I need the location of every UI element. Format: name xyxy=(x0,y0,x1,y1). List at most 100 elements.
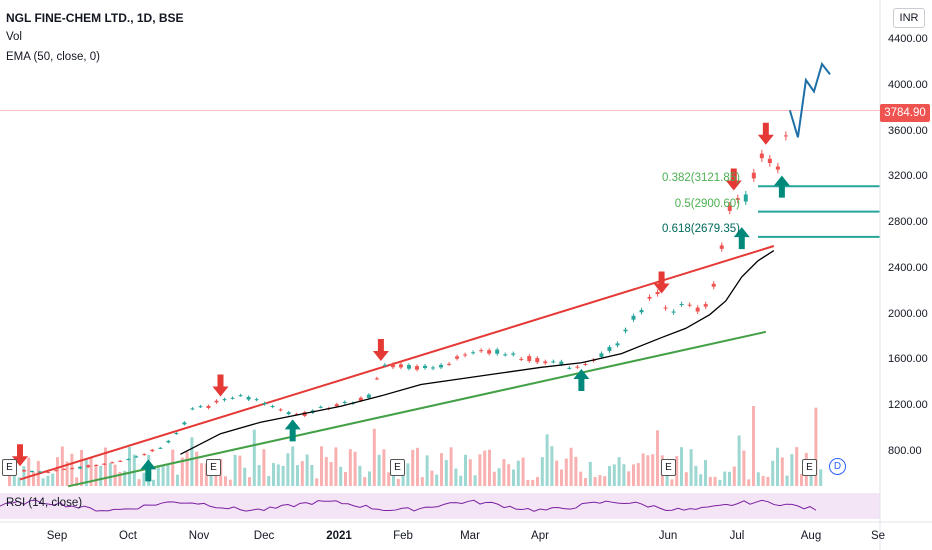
candle xyxy=(583,363,588,365)
volume-bar xyxy=(348,449,352,486)
volume-bar xyxy=(161,464,165,486)
candle xyxy=(471,352,476,354)
candle xyxy=(527,356,532,362)
volume-bar xyxy=(708,476,712,486)
candle xyxy=(86,465,91,468)
volume-bar xyxy=(516,460,520,486)
volume-bar xyxy=(492,471,496,486)
volume-bar xyxy=(723,471,727,486)
candle xyxy=(254,399,259,401)
volume-bar xyxy=(646,455,650,486)
earnings-marker[interactable]: E xyxy=(802,459,817,476)
candle xyxy=(703,304,708,307)
volume-bar xyxy=(440,453,443,486)
volume-bar xyxy=(416,447,419,486)
volume-bar xyxy=(228,479,232,486)
volume-bar xyxy=(123,470,127,486)
price-tick: 2000.00 xyxy=(888,307,928,320)
candle xyxy=(206,405,211,408)
volume-bar xyxy=(310,464,314,486)
candle xyxy=(567,367,572,369)
volume-bar xyxy=(598,475,602,486)
volume-bar xyxy=(603,476,607,486)
rsi-line xyxy=(0,499,817,512)
candle xyxy=(519,358,524,360)
volume-bar xyxy=(200,463,203,486)
volume-bar xyxy=(785,475,789,486)
time-tick: 2021 xyxy=(326,530,352,542)
currency-button[interactable]: INR xyxy=(893,8,925,28)
volume-bar xyxy=(497,468,501,486)
candle xyxy=(222,399,227,401)
volume-bar xyxy=(267,475,271,486)
volume-bar xyxy=(569,447,573,486)
buy-arrow xyxy=(140,459,157,482)
volume-legend[interactable]: Vol xyxy=(6,31,22,43)
volume-bar xyxy=(75,477,79,486)
volume-bar xyxy=(195,451,199,486)
volume-bar xyxy=(526,479,530,486)
candle xyxy=(126,459,131,461)
candle xyxy=(503,354,508,356)
candle xyxy=(647,296,652,299)
candle xyxy=(671,311,676,313)
sell-arrow xyxy=(725,168,742,191)
candle xyxy=(479,350,484,352)
candle xyxy=(495,349,500,354)
volume-bar xyxy=(32,472,35,486)
ema-line xyxy=(180,250,775,455)
volume-bar xyxy=(272,463,275,486)
volume-bar xyxy=(737,435,741,486)
candle xyxy=(286,412,291,415)
candle xyxy=(551,361,556,363)
candle xyxy=(30,471,35,473)
candle xyxy=(406,365,411,369)
candle xyxy=(447,363,452,365)
volume-bar xyxy=(771,460,775,486)
volume-bar xyxy=(243,467,247,486)
volume-bar xyxy=(406,463,410,486)
candle xyxy=(70,468,75,470)
time-tick: Aug xyxy=(800,530,822,542)
resistance-line xyxy=(19,245,775,481)
volume-bar xyxy=(51,473,55,486)
dividend-marker[interactable]: D xyxy=(829,458,846,475)
volume-bar xyxy=(478,454,482,486)
candle xyxy=(559,361,564,365)
volume-bar xyxy=(401,468,405,486)
rsi-legend[interactable]: RSI (14, close) xyxy=(6,497,83,509)
ema-legend[interactable]: EMA (50, close, 0) xyxy=(6,51,100,63)
earnings-marker[interactable]: E xyxy=(390,459,405,476)
candle xyxy=(663,307,668,309)
candle xyxy=(727,205,732,211)
candle xyxy=(607,347,612,351)
earnings-marker[interactable]: E xyxy=(661,459,676,476)
candle xyxy=(759,153,764,159)
volume-bar xyxy=(118,471,122,486)
price-tick: 2800.00 xyxy=(888,216,928,229)
price-tick: 800.00 xyxy=(888,445,922,457)
volume-bar xyxy=(564,458,568,486)
earnings-marker[interactable]: E xyxy=(2,459,17,476)
candle xyxy=(38,471,43,473)
time-tick: Nov xyxy=(188,530,210,542)
volume-bar xyxy=(339,466,343,486)
volume-bar xyxy=(382,449,386,486)
fib-label: 0.382(3121.85) xyxy=(661,172,740,185)
symbol-title[interactable]: NGL FINE-CHEM LTD., 1D, BSE xyxy=(6,11,184,25)
candle xyxy=(511,353,516,355)
candle xyxy=(535,358,540,363)
volume-bar xyxy=(372,428,376,486)
volume-bar xyxy=(608,465,611,486)
volume-bar xyxy=(680,447,683,486)
volume-bar xyxy=(588,461,592,486)
volume-bar xyxy=(670,479,674,486)
earnings-marker[interactable]: E xyxy=(206,459,221,476)
candle xyxy=(719,245,724,249)
time-tick: Oct xyxy=(119,530,137,542)
volume-bar xyxy=(171,449,175,486)
volume-bar xyxy=(142,472,146,486)
time-tick: Apr xyxy=(531,530,549,542)
volume-bar xyxy=(262,449,266,486)
